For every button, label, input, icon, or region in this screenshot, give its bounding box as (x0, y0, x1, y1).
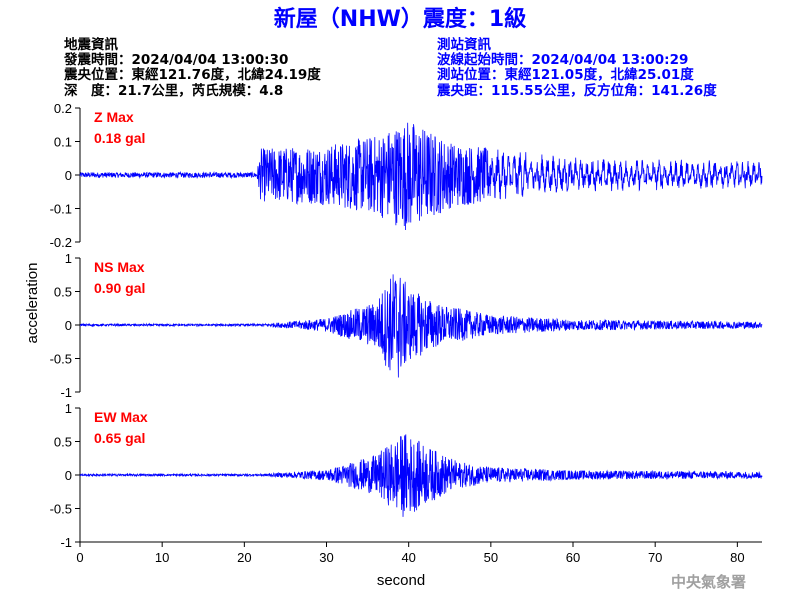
max-value-label: 0.90 gal (94, 280, 145, 296)
station-info: 測站資訊 波線起始時間：2024/04/04 13:00:29 測站位置：東經1… (436, 36, 717, 99)
trace-ns (79, 274, 763, 378)
panel-ew: -1 -0.5 0 0.5 1 EW Max 0.65 gal (50, 401, 763, 550)
y-tick-label: -1 (60, 535, 72, 550)
max-label: NS Max (94, 259, 145, 275)
x-axis: 0 10 20 30 40 50 60 70 80 (76, 541, 762, 565)
agency-name: 中央氣象署 (671, 573, 746, 591)
max-label: EW Max (94, 409, 148, 425)
y-tick-label: -0.2 (50, 235, 72, 250)
y-tick-label: -0.5 (50, 502, 72, 517)
panel-z: -0.2 -0.1 0 0.1 0.2 Z Max 0.18 gal (50, 101, 763, 250)
panel-ns: -1 -0.5 0 0.5 1 NS Max 0.90 gal (50, 251, 763, 400)
x-tick-label: 0 (76, 550, 83, 565)
max-value-label: 0.65 gal (94, 430, 145, 446)
y-tick-label: 1 (65, 401, 72, 416)
epicentral-distance: 震央距：115.55公里，反方位角：141.26度 (436, 82, 717, 99)
y-tick-label: 0 (65, 318, 72, 333)
epicenter-location: 震央位置：東經121.76度，北緯24.19度 (63, 66, 321, 83)
origin-time: 發震時間：2024/04/04 13:00:30 (63, 51, 288, 68)
x-tick-label: 50 (484, 550, 498, 565)
y-tick-label: -1 (60, 385, 72, 400)
depth-magnitude: 深 度：21.7公里，芮氏規模：4.8 (64, 82, 283, 99)
x-tick-label: 30 (319, 550, 333, 565)
max-label: Z Max (94, 109, 134, 125)
y-tick-label: 0.5 (54, 285, 72, 300)
x-tick-label: 40 (401, 550, 415, 565)
earthquake-info: 地震資訊 發震時間：2024/04/04 13:00:30 震央位置：東經121… (63, 36, 321, 99)
x-tick-label: 10 (155, 550, 169, 565)
chart-title: 新屋（NHW）震度：1級 (274, 6, 526, 32)
waveform-start-time: 波線起始時間：2024/04/04 13:00:29 (437, 51, 688, 68)
x-tick-label: 20 (237, 550, 251, 565)
y-tick-label: 0.5 (54, 435, 72, 450)
y-tick-label: 0 (65, 468, 72, 483)
station-location: 測站位置：東經121.05度，北緯25.01度 (437, 66, 694, 83)
panels: -0.2 -0.1 0 0.1 0.2 Z Max 0.18 gal -1 -0.5 0 0.5 1 N… (50, 101, 763, 550)
x-axis-label: second (377, 572, 425, 589)
station-info-heading: 測站資訊 (437, 36, 491, 53)
y-tick-label: 1 (65, 251, 72, 266)
earthquake-info-heading: 地震資訊 (64, 36, 118, 53)
y-tick-label: -0.1 (50, 202, 72, 217)
x-tick-label: 70 (648, 550, 662, 565)
max-value-label: 0.18 gal (94, 130, 145, 146)
y-tick-label: 0 (65, 168, 72, 183)
trace-z (79, 122, 763, 231)
x-tick-label: 80 (730, 550, 744, 565)
x-tick-label: 60 (566, 550, 580, 565)
y-tick-label: 0.2 (54, 101, 72, 116)
y-axis-label: acceleration (24, 263, 41, 344)
y-tick-label: -0.5 (50, 352, 72, 367)
trace-ew (79, 434, 763, 517)
y-tick-label: 0.1 (54, 135, 72, 150)
